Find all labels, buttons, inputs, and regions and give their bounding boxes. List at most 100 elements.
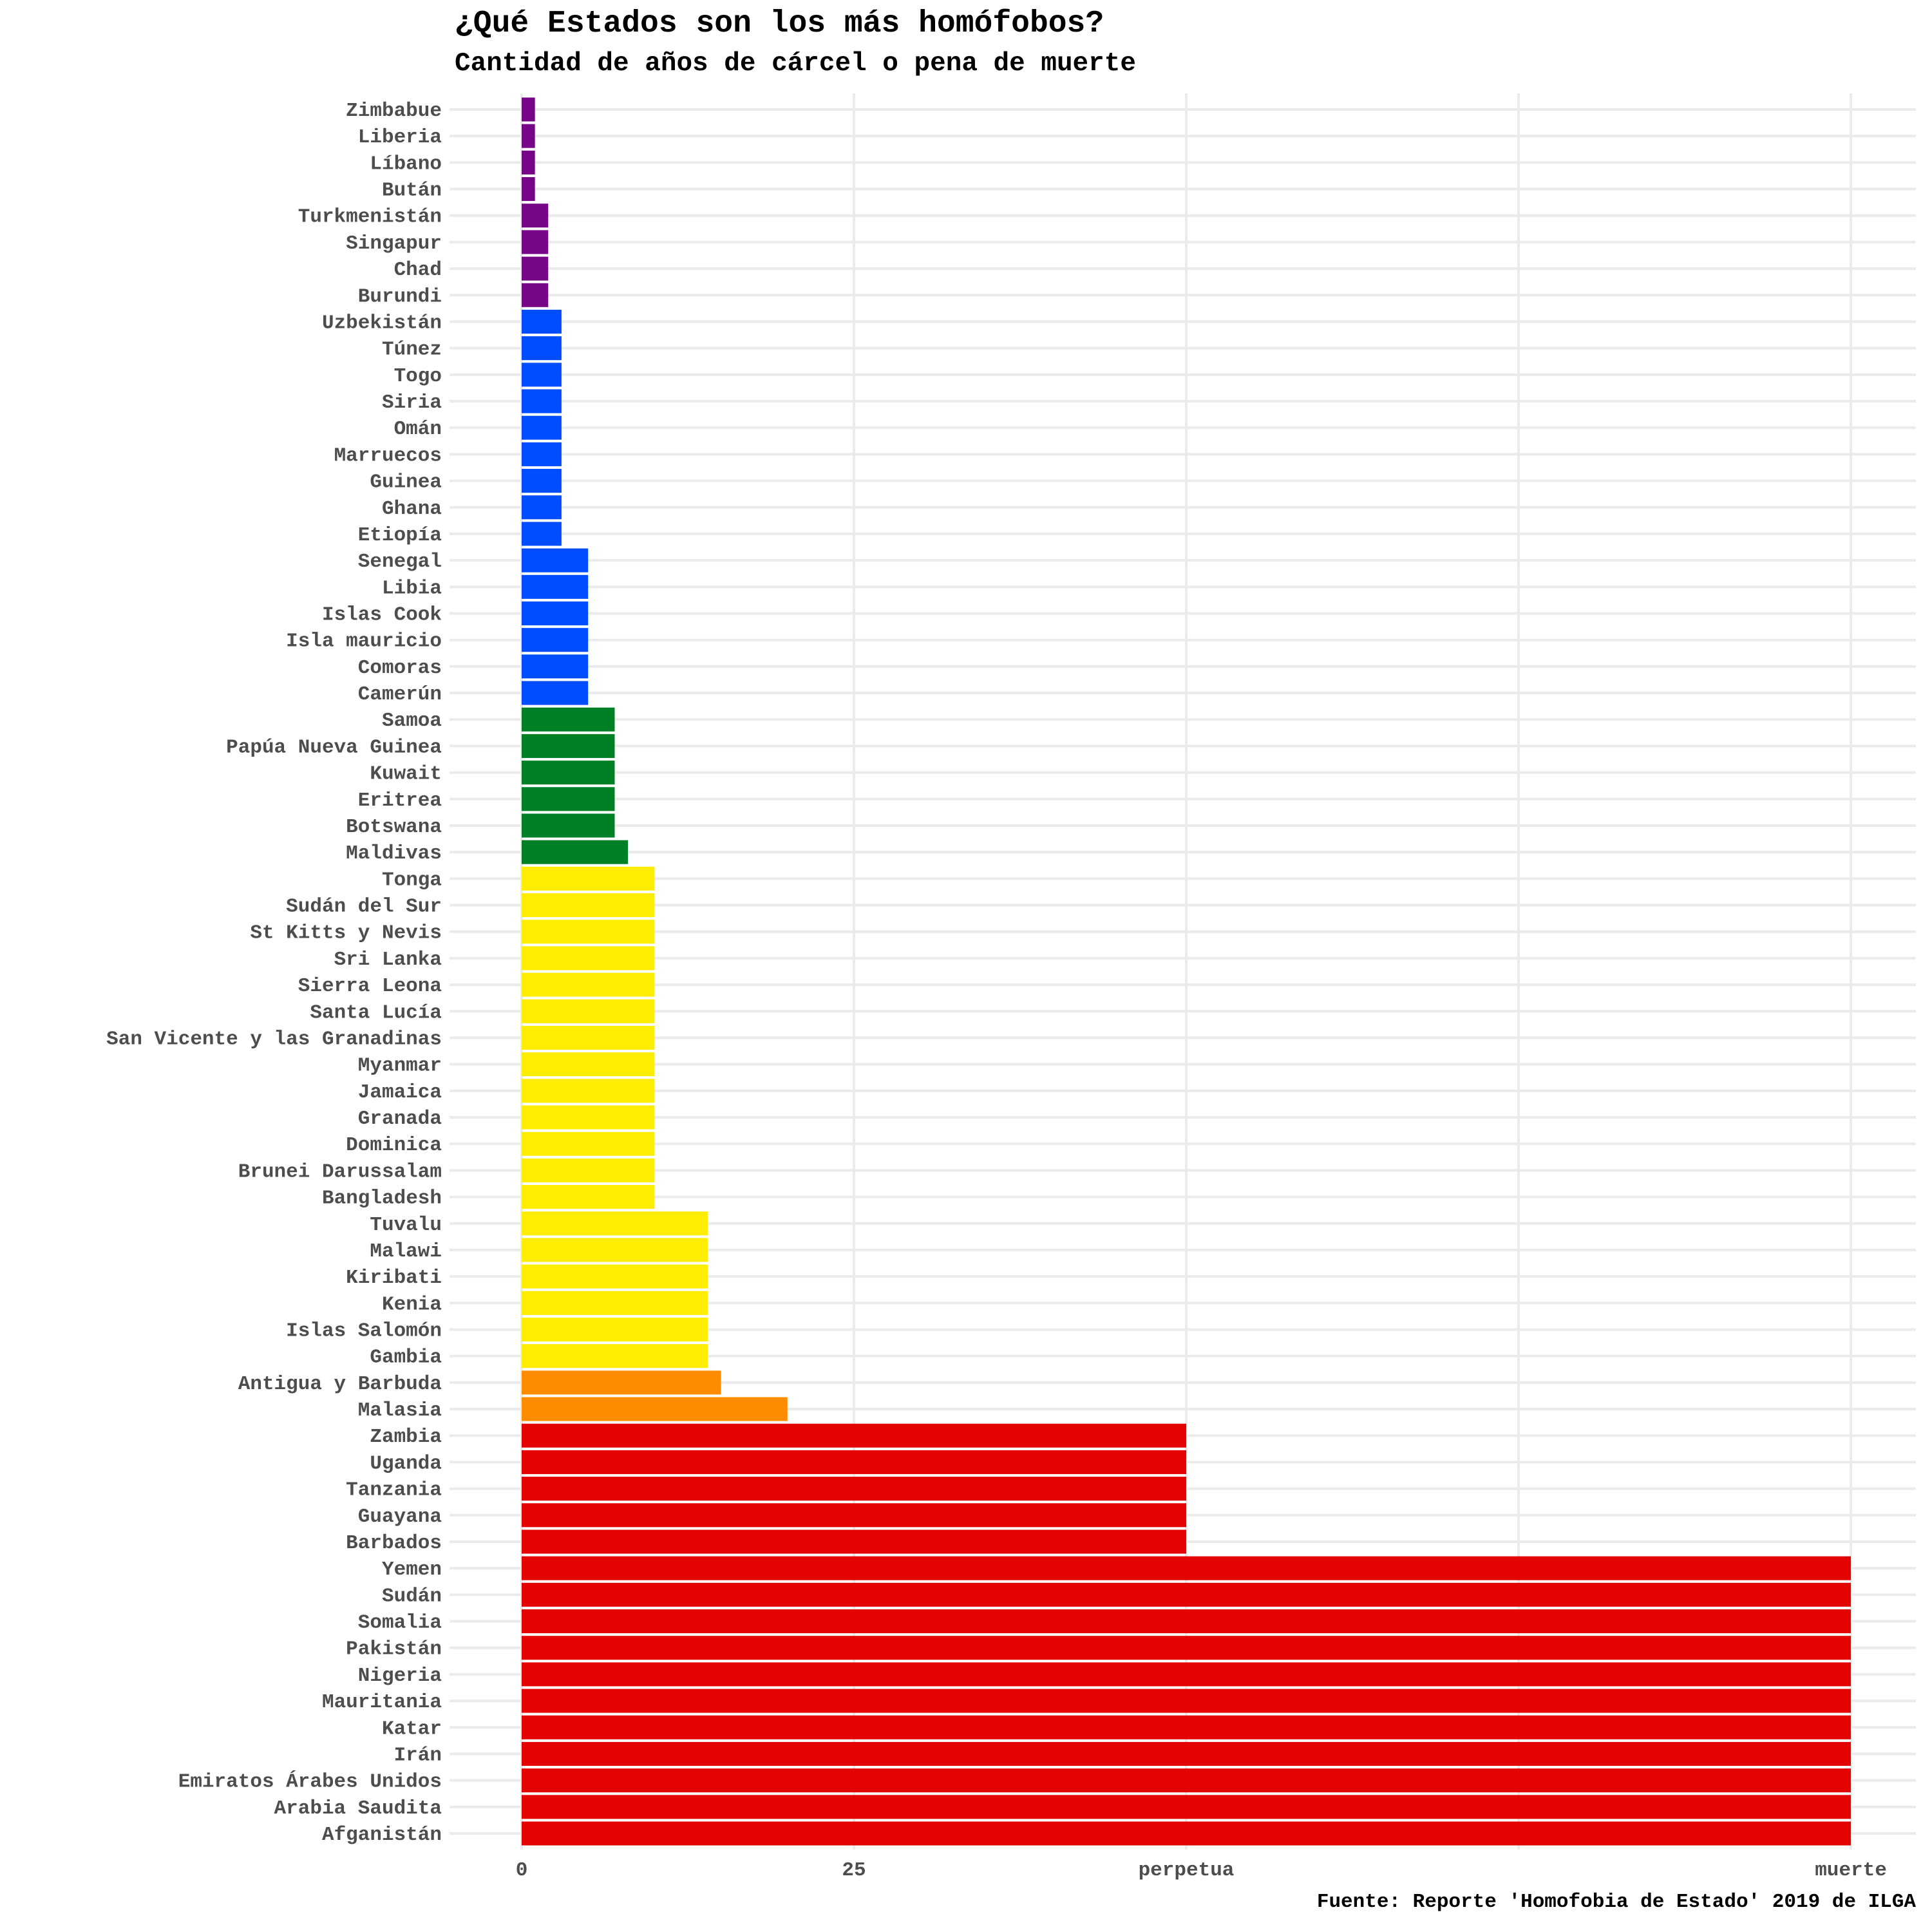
bar-burundi (522, 283, 549, 307)
bar-togo (522, 363, 562, 387)
y-tick-label: Santa Lucía (310, 1001, 442, 1024)
y-tick-label: Ghana (382, 498, 442, 520)
y-tick-label: Guayana (358, 1506, 442, 1528)
y-tick-label: Kuwait (370, 763, 442, 786)
y-tick-label: Burundi (358, 285, 442, 308)
chart-caption: Fuente: Reporte 'Homofobia de Estado' 20… (1316, 1891, 1916, 1913)
y-tick-label: Eritrea (358, 790, 442, 812)
bar-somalia (522, 1609, 1851, 1634)
y-tick-label: Somalia (358, 1612, 442, 1634)
bar-st-kitts-y-nevis (522, 920, 655, 944)
bar-maldivas (522, 840, 629, 864)
bar-bangladesh (522, 1185, 655, 1209)
bar-mauritania (522, 1689, 1851, 1713)
bar-dominica (522, 1132, 655, 1156)
y-tick-label: Togo (394, 365, 442, 388)
chart-subtitle: Cantidad de años de cárcel o pena de mue… (455, 49, 1136, 79)
bar-túnez (522, 336, 562, 361)
y-tick-label: Dominica (346, 1134, 442, 1157)
bar-eritrea (522, 787, 615, 811)
y-tick-label: Kiribati (346, 1267, 442, 1289)
x-tick-label: muerte (1815, 1859, 1887, 1882)
bar-sri-lanka (522, 946, 655, 971)
bar-malasia (522, 1397, 788, 1421)
y-tick-label: Irán (394, 1744, 442, 1766)
bar-tuvalu (522, 1211, 708, 1236)
bar-libia (522, 574, 589, 599)
y-tick-label: Tonga (382, 869, 442, 891)
y-tick-label: Mauritania (322, 1691, 442, 1714)
bar-isla-mauricio (522, 628, 589, 652)
y-tick-label: Arabia Saudita (274, 1797, 442, 1820)
y-tick-label: Islas Salomón (286, 1320, 442, 1342)
y-tick-label: Siria (382, 392, 442, 414)
bar-uganda (522, 1450, 1186, 1474)
bar-islas-salomón (522, 1317, 708, 1342)
y-tick-label: Yemen (382, 1558, 442, 1581)
bar-nigeria (522, 1662, 1851, 1687)
y-tick-label: Libia (382, 577, 442, 600)
bar-sierra-leona (522, 972, 655, 997)
bar-botswana (522, 813, 615, 838)
y-tick-label: Myanmar (358, 1055, 442, 1077)
bar-siria (522, 389, 562, 413)
bar-sudán (522, 1582, 1851, 1607)
x-tick-label: 0 (516, 1859, 528, 1882)
y-tick-label: Gambia (370, 1347, 442, 1369)
bar-gambia (522, 1344, 708, 1368)
y-tick-label: Omán (394, 418, 442, 440)
y-tick-label: Bangladesh (322, 1188, 442, 1210)
y-tick-label: San Vicente y las Granadinas (106, 1028, 442, 1050)
bar-irán (522, 1741, 1851, 1766)
chart-title: ¿Qué Estados son los más homófobos? (455, 6, 1104, 41)
bar-ghana (522, 495, 562, 520)
bar-bután (522, 177, 535, 202)
y-tick-label: Túnez (382, 339, 442, 361)
y-tick-label: Sri Lanka (334, 949, 442, 971)
bar-kiribati (522, 1264, 708, 1289)
y-tick-label: Jamaica (358, 1081, 442, 1104)
y-tick-label: Sierra Leona (298, 975, 442, 998)
bar-brunei-darussalam (522, 1158, 655, 1182)
bar-singapur (522, 230, 549, 254)
bar-barbados (522, 1530, 1186, 1554)
bar-san-vicente-y-las-granadinas (522, 1025, 655, 1050)
x-tick-label: 25 (842, 1859, 866, 1882)
y-tick-label: Granada (358, 1108, 442, 1130)
y-tick-label: Emiratos Árabes Unidos (178, 1770, 442, 1794)
y-tick-label: Botswana (346, 816, 442, 838)
bar-senegal (522, 548, 589, 573)
y-tick-label: Camerún (358, 683, 442, 706)
bar-turkmenistán (522, 204, 549, 228)
y-tick-label: Afganistán (322, 1824, 442, 1846)
bar-kuwait (522, 761, 615, 785)
y-tick-label: Bután (382, 180, 442, 202)
bar-kenia (522, 1291, 708, 1315)
bar-jamaica (522, 1079, 655, 1103)
bar-liberia (522, 124, 535, 148)
bar-malawi (522, 1238, 708, 1262)
y-tick-label: Katar (382, 1718, 442, 1740)
bar-tonga (522, 866, 655, 891)
bar-zimbabue (522, 97, 535, 122)
bar-líbano (522, 150, 535, 175)
y-tick-label: Sudán del Sur (286, 896, 442, 918)
y-tick-label: Islas Cook (322, 604, 442, 627)
y-tick-label: Zambia (370, 1426, 442, 1448)
bar-tanzania (522, 1477, 1186, 1501)
y-tick-label: Comoras (358, 657, 442, 679)
bar-comoras (522, 654, 589, 679)
x-tick-label: perpetua (1139, 1859, 1235, 1882)
bar-papúa-nueva-guinea (522, 734, 615, 758)
y-tick-label: Líbano (370, 153, 442, 175)
bar-pakistán (522, 1636, 1851, 1660)
y-tick-label: Turkmenistán (298, 206, 442, 229)
bar-granada (522, 1105, 655, 1130)
y-tick-label: St Kitts y Nevis (250, 922, 442, 945)
y-tick-label: Zimbabue (346, 100, 442, 122)
bar-chad (522, 256, 549, 281)
y-tick-label: Uzbekistán (322, 312, 442, 334)
bar-emiratos-árabes-unidos (522, 1768, 1851, 1793)
bar-sudán-del-sur (522, 893, 655, 918)
